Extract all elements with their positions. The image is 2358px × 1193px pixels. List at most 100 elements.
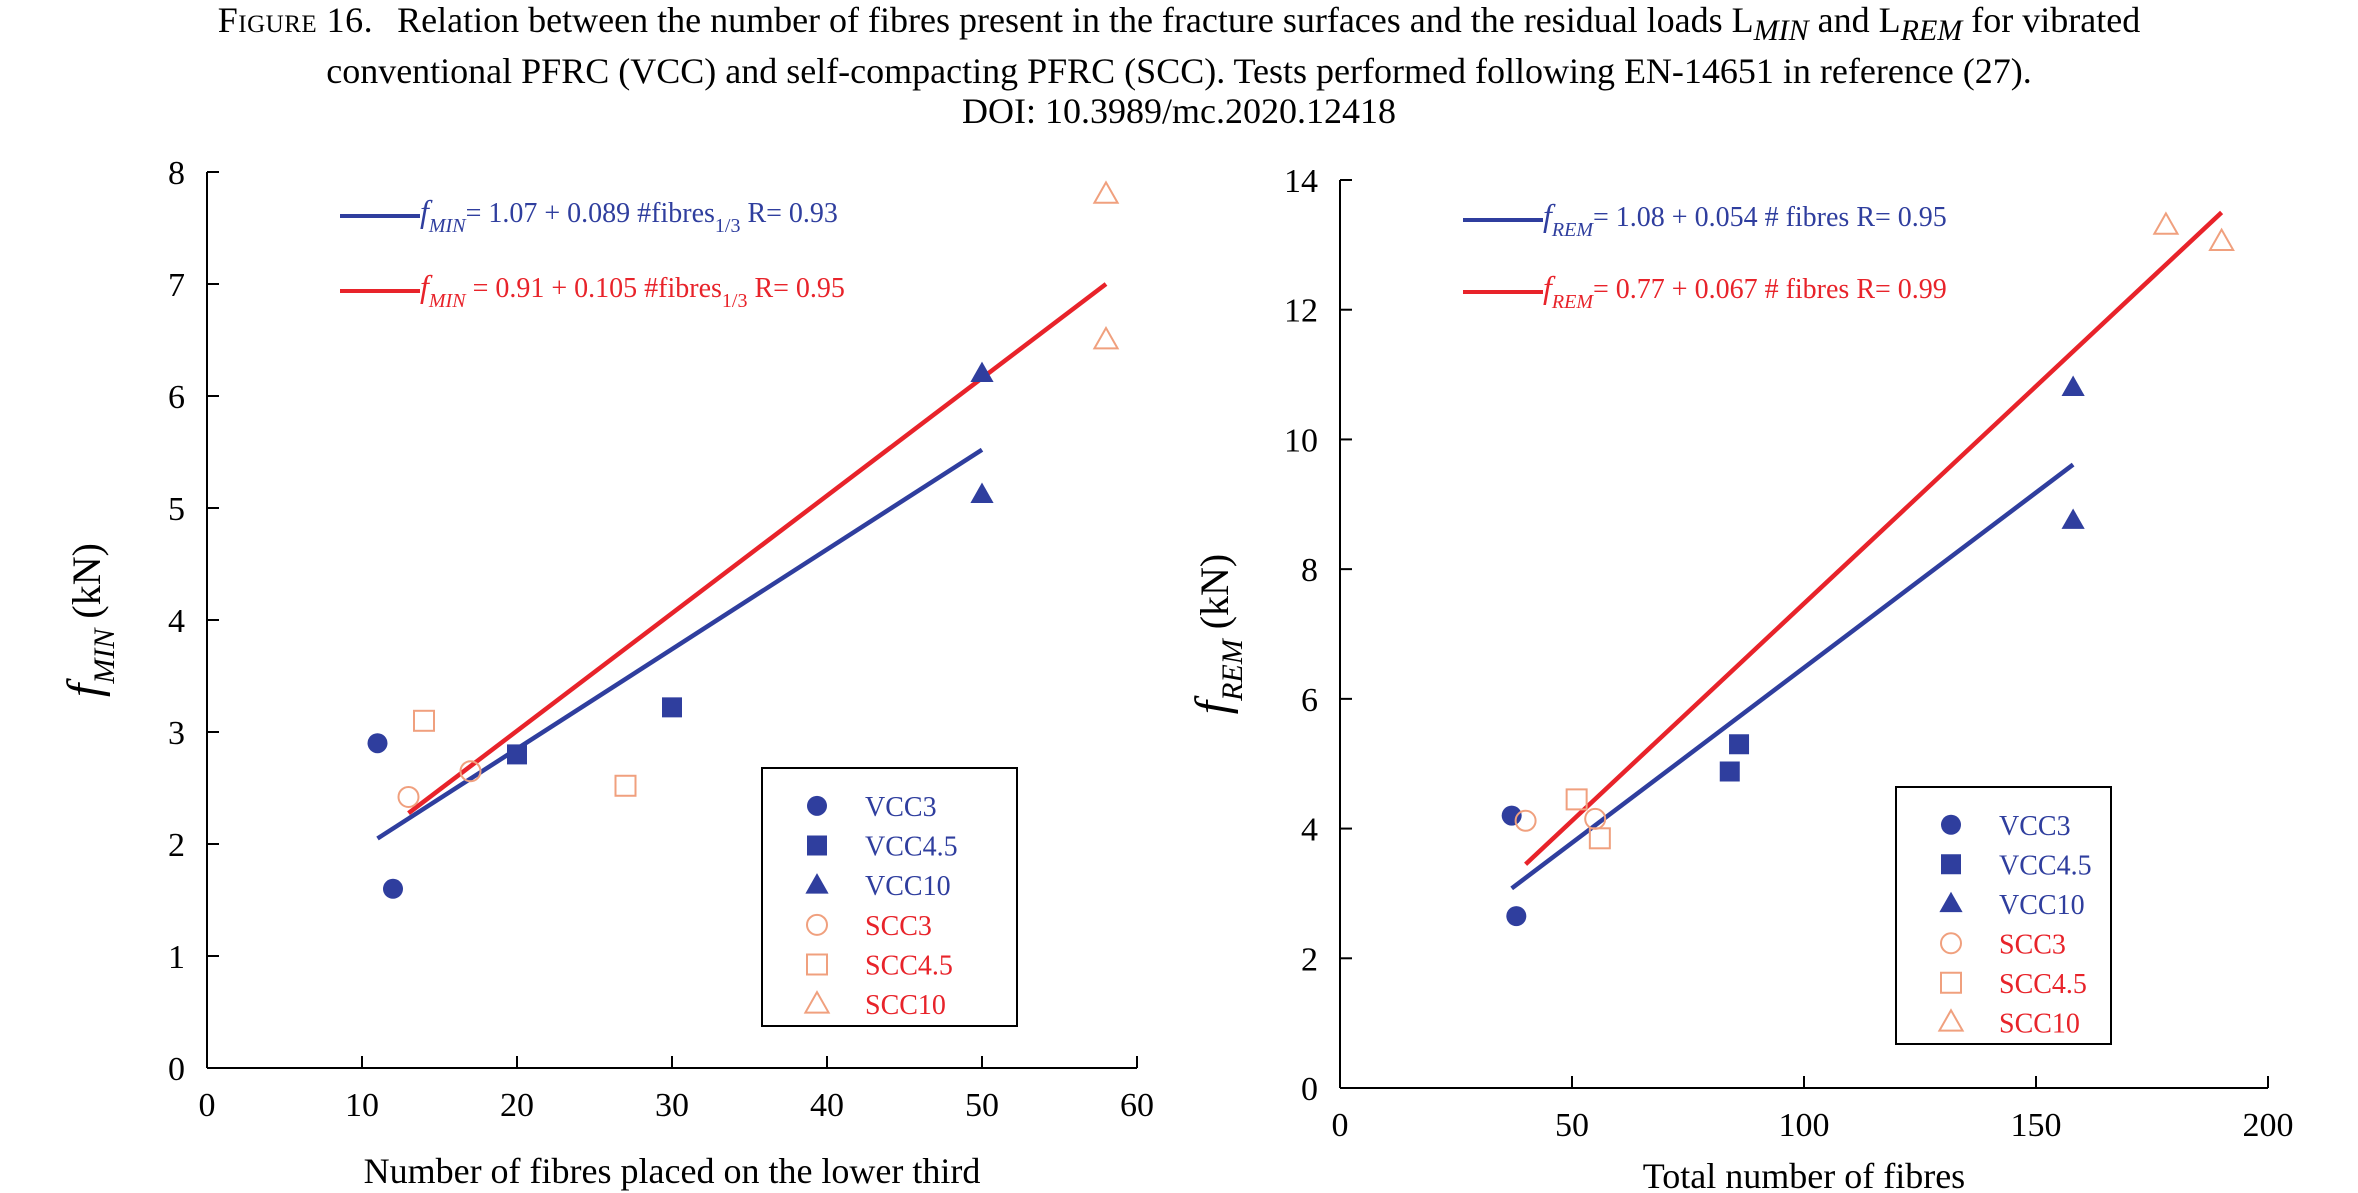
legend-marker-vcc4-5 [1941,854,1961,875]
caption-line-3: DOI: 10.3989/mc.2020.12418 [962,91,1396,132]
point-vcc4-5 [1729,734,1750,755]
x-tick-label: 40 [810,1087,844,1124]
caption-line-2: conventional PFRC (VCC) and self-compact… [326,51,2032,92]
legend-label: SCC4.5 [865,951,953,982]
y-tick-label: 3 [168,715,185,752]
y-tick-label: 2 [1301,941,1318,978]
x-tick-label: 0 [1332,1107,1349,1144]
point-scc4-5 [1565,788,1588,811]
legend-marker-scc10 [803,990,831,1014]
point-scc3 [459,760,482,783]
point-vcc4-5 [507,744,527,765]
equation-sub: MIN [428,215,467,237]
y-axis-label-unit: (kN) [64,543,109,629]
y-tick-label: 6 [1301,682,1318,719]
caption-text-mid: and L [1808,0,1901,40]
vcc-fit-equation: fREM= 1.08 + 0.054 # fibres R= 0.95 [1543,197,1947,241]
point-scc4-5 [614,774,637,797]
legend-marker-vcc3 [1941,814,1961,835]
caption-sub-rem: REM [1900,14,1963,48]
point-scc10 [1092,325,1120,350]
equation-text: = 0.91 + 0.105 #fibres [466,273,722,304]
point-scc4-5 [413,709,435,732]
x-tick-label: 200 [2243,1107,2294,1144]
legend-marker-scc10 [1937,1008,1965,1032]
x-axis-label: Total number of fibres [1643,1156,1965,1193]
point-vcc10 [2061,375,2085,396]
x-tick-label: 100 [1779,1107,1830,1144]
caption-sub-min: MIN [1753,14,1809,48]
point-scc3 [397,785,420,808]
point-vcc3 [367,733,388,754]
y-axis-label: fMIN (kN) [58,543,121,697]
legend-box [761,767,1018,1027]
y-tick-label: 12 [1284,293,1318,330]
x-tick-label: 30 [655,1087,689,1124]
point-vcc4-5 [662,697,682,718]
legend-marker-scc3 [1940,932,1962,955]
equation-text: = 0.77 + 0.067 # fibres R= 0.99 [1593,274,1947,305]
point-vcc10 [970,482,994,503]
y-tick-label: 0 [1301,1071,1318,1108]
legend: VCC3 VCC4.5 VCC10 SCC3 SCC4.5 SCC10 [1895,786,2112,1045]
y-tick-label: 8 [168,155,185,192]
legend: VCC3 VCC4.5 VCC10 SCC3 SCC4.5 SCC10 [761,767,1018,1027]
y-tick-label: 5 [168,491,185,528]
y-tick-label: 14 [1284,163,1318,200]
y-tick-label: 10 [1284,422,1318,459]
vcc-fit-equation: fMIN= 1.07 + 0.089 #fibres1/3 R= 0.93 [420,193,838,237]
x-tick-label: 0 [199,1087,216,1124]
y-axis-label-sub: REM [1216,637,1249,702]
legend-box [1895,786,2112,1045]
legend-marker-scc3 [806,913,828,936]
vcc-fit-line [376,447,984,841]
point-vcc4-5 [1719,761,1740,782]
equation-sub: REM [1551,291,1594,313]
scc-fit-line [407,282,1108,815]
legend-label: SCC3 [1999,929,2066,960]
legend-label: VCC3 [865,792,937,823]
legend-label: VCC10 [865,871,951,902]
legend-label: SCC4.5 [1999,969,2087,1000]
x-tick-label: 50 [965,1087,999,1124]
caption-text-end: for vibrated [1962,0,2141,40]
point-scc4-5 [1588,827,1611,850]
x-tick-label: 20 [500,1087,534,1124]
scc-fit-equation: fREM= 0.77 + 0.067 # fibres R= 0.99 [1543,269,1947,313]
x-tick-label: 10 [345,1087,379,1124]
point-scc10 [2208,227,2235,252]
y-tick-label: 4 [168,603,185,640]
y-axis-label: fREM (kN) [1186,554,1249,715]
x-tick-label: 150 [2011,1107,2062,1144]
figure-caption: Figure 16. Relation between the number of… [0,0,2358,131]
caption-text-1: Relation between the number of fibres pr… [397,0,1754,40]
equation-r: R= 0.93 [740,198,837,229]
point-scc3 [1514,809,1537,832]
legend-marker-vcc10 [1939,891,1963,913]
y-tick-label: 0 [168,1051,185,1088]
legend-label: SCC10 [1999,1008,2080,1039]
y-tick-label: 2 [168,827,185,864]
equation-sub2: 1/3 [722,290,748,312]
y-tick-label: 1 [168,939,185,976]
point-scc10 [1092,180,1120,204]
legend-marker-scc4-5 [1940,971,1962,994]
y-tick-label: 7 [168,267,185,304]
x-tick-label: 60 [1120,1087,1154,1124]
x-axis-label: Number of fibres placed on the lower thi… [364,1151,981,1191]
y-axis-label-sub: MIN [88,627,121,685]
scc-fit-line [1524,210,2224,866]
y-tick-label: 4 [1301,812,1318,849]
legend-marker-vcc3 [807,795,827,816]
point-vcc10 [970,361,994,382]
legend-marker-scc4-5 [806,953,828,976]
point-vcc10 [2061,508,2085,529]
legend-label: SCC3 [865,911,932,942]
figure-label: Figure 16. [217,0,374,40]
point-vcc3 [1501,805,1522,826]
y-axis-label-unit: (kN) [1192,554,1237,640]
equation-text: = 1.08 + 0.054 # fibres R= 0.95 [1593,202,1947,233]
equation-sub2: 1/3 [715,215,741,237]
equation-sub: MIN [428,290,467,312]
caption-line-1: Figure 16. Relation between the number of… [0,0,2358,51]
